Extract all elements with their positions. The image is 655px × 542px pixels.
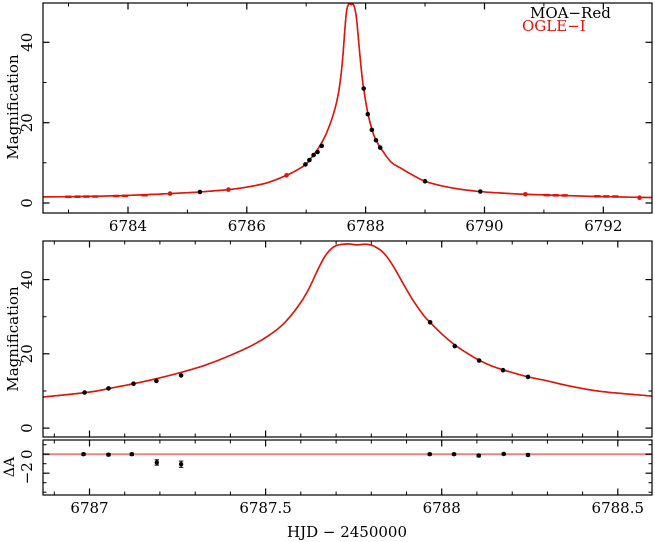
panel-frame bbox=[42, 240, 653, 438]
panel-frame bbox=[42, 2, 653, 214]
svg-text:20: 20 bbox=[18, 344, 36, 363]
svg-text:40: 40 bbox=[18, 33, 36, 52]
svg-text:6788.5: 6788.5 bbox=[592, 499, 645, 517]
tick-labels: 0 20 40 bbox=[18, 270, 36, 433]
svg-text:0: 0 bbox=[18, 449, 36, 459]
svg-text:6784: 6784 bbox=[109, 217, 147, 235]
svg-text:6787: 6787 bbox=[70, 499, 108, 517]
legend-item-ogle-i: OGLE−I bbox=[522, 17, 586, 35]
series-ogle-i bbox=[167, 173, 642, 200]
svg-text:6786: 6786 bbox=[228, 217, 266, 235]
tick-labels: 6784 6786 6788 6790 6792 0 20 40 bbox=[18, 33, 622, 235]
series-ogle-i-dense-baseline-coverage bbox=[65, 193, 619, 199]
svg-text:6788: 6788 bbox=[423, 499, 461, 517]
legend-item-moa-red: MOA−Red bbox=[530, 4, 611, 22]
x-axis-label-hjd: HJD − 2450000 bbox=[286, 523, 408, 541]
series-moa-red-residuals bbox=[81, 451, 531, 468]
svg-text:6790: 6790 bbox=[465, 217, 503, 235]
svg-text:−2: −2 bbox=[18, 462, 36, 484]
axis-ticks bbox=[43, 241, 652, 437]
svg-text:0: 0 bbox=[18, 423, 36, 433]
axis-ticks bbox=[43, 3, 652, 213]
svg-text:6787.5: 6787.5 bbox=[239, 499, 292, 517]
y-axis-label-magnification-top: Magnification bbox=[4, 54, 22, 160]
zoom-panel: 0 20 40 bbox=[18, 240, 653, 438]
top-panel: 6784 6786 6788 6790 6792 0 20 40 bbox=[18, 2, 653, 235]
series-moa-red bbox=[82, 320, 531, 395]
y-axis-label-delta-a: ΔA bbox=[2, 456, 18, 478]
tick-labels: 6787 6787.5 6788 6788.5 0 −2 bbox=[18, 449, 644, 517]
svg-text:6792: 6792 bbox=[584, 217, 622, 235]
svg-text:6788: 6788 bbox=[347, 217, 385, 235]
y-axis-label-magnification-zoom: Magnification bbox=[4, 286, 22, 392]
panel-frame bbox=[42, 439, 653, 496]
svg-text:40: 40 bbox=[18, 270, 36, 289]
svg-text:20: 20 bbox=[18, 113, 36, 132]
axis-ticks bbox=[43, 440, 652, 495]
model-curve bbox=[43, 243, 652, 398]
svg-text:0: 0 bbox=[18, 198, 36, 208]
residual-panel: 6787 6787.5 6788 6788.5 0 −2 bbox=[18, 439, 653, 517]
series-moa-red bbox=[197, 86, 483, 195]
